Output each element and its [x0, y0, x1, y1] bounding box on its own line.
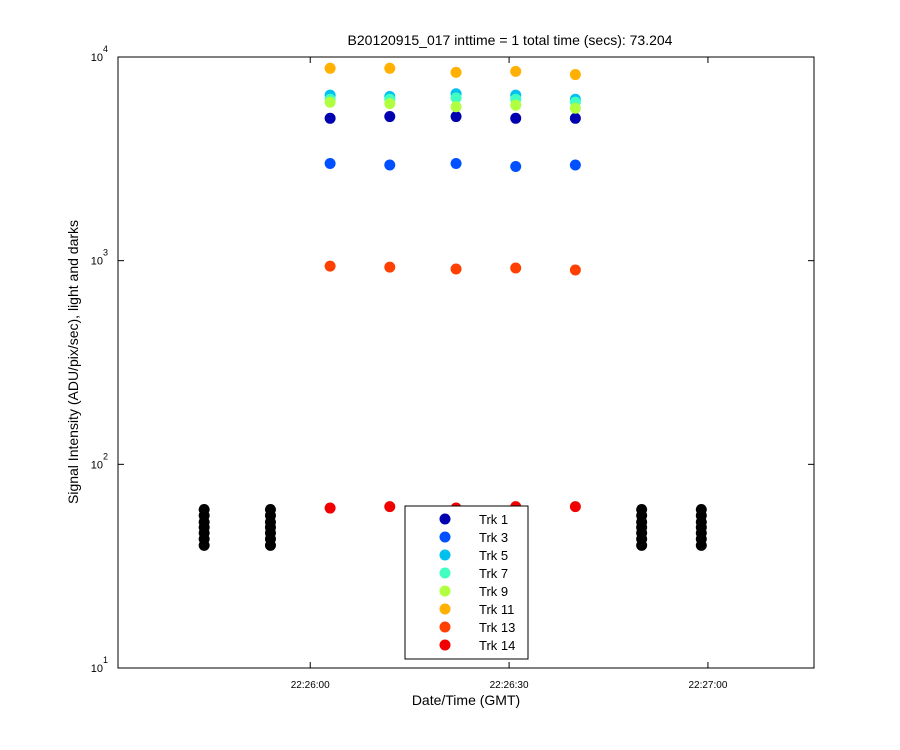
y-tick-label: 103: [91, 248, 108, 268]
data-point: [569, 501, 581, 513]
data-point: [384, 111, 396, 123]
legend: Trk 1 Trk 3 Trk 5 Trk 7 Trk 9 Trk 11 Trk 13 Trk…: [404, 505, 529, 660]
data-point: [636, 504, 648, 516]
data-point: [510, 65, 522, 77]
data-point: [569, 112, 581, 124]
data-point: [510, 112, 522, 124]
legend-marker: [439, 603, 451, 615]
y-tick-label: 104: [91, 44, 108, 64]
data-point: [450, 92, 462, 104]
data-point: [450, 101, 462, 113]
legend-marker: [439, 513, 451, 525]
legend-label: Trk 3: [479, 530, 508, 545]
data-point: [450, 263, 462, 275]
data-point: [324, 157, 336, 169]
data-point: [569, 69, 581, 81]
chart-title: B20120915_017 inttime = 1 total time (se…: [348, 32, 673, 48]
data-point: [324, 260, 336, 272]
x-axis-label: Date/Time (GMT): [412, 692, 520, 708]
data-point: [324, 502, 336, 514]
data-point: [384, 62, 396, 74]
x-tick-label: 22:26:00: [291, 680, 330, 691]
data-point: [695, 504, 707, 516]
x-tick-label: 22:26:30: [490, 680, 529, 691]
legend-label: Trk 7: [479, 566, 508, 581]
legend-marker: [439, 585, 451, 597]
data-point: [510, 99, 522, 111]
data-point: [450, 111, 462, 123]
legend-marker: [439, 567, 451, 579]
data-point: [450, 66, 462, 78]
data-point: [384, 159, 396, 171]
data-point: [510, 160, 522, 172]
y-axis-label: Signal Intensity (ADU/pix/sec), light an…: [65, 220, 81, 504]
legend-marker: [439, 639, 451, 651]
legend-label: Trk 14: [479, 638, 515, 653]
data-point: [384, 261, 396, 273]
legend-marker: [439, 621, 451, 633]
legend-marker: [439, 531, 451, 543]
data-point: [324, 112, 336, 124]
data-point: [569, 264, 581, 276]
y-tick-label: 101: [91, 655, 108, 675]
plot-frame: [117, 56, 815, 669]
legend-label: Trk 1: [479, 512, 508, 527]
legend-label: Trk 5: [479, 548, 508, 563]
data-point: [264, 504, 276, 516]
data-point: [569, 159, 581, 171]
y-tick-label: 102: [91, 451, 108, 471]
x-tick-label: 22:27:00: [688, 680, 727, 691]
legend-label: Trk 9: [479, 584, 508, 599]
data-point: [384, 98, 396, 110]
data-point: [384, 501, 396, 513]
legend-marker: [439, 549, 451, 561]
legend-label: Trk 13: [479, 620, 515, 635]
data-point: [324, 62, 336, 74]
data-point: [324, 96, 336, 108]
data-point: [510, 262, 522, 274]
data-point: [450, 157, 462, 169]
data-point: [198, 504, 210, 516]
legend-box: [404, 505, 529, 660]
data-point: [569, 102, 581, 114]
legend-label: Trk 11: [479, 602, 514, 617]
